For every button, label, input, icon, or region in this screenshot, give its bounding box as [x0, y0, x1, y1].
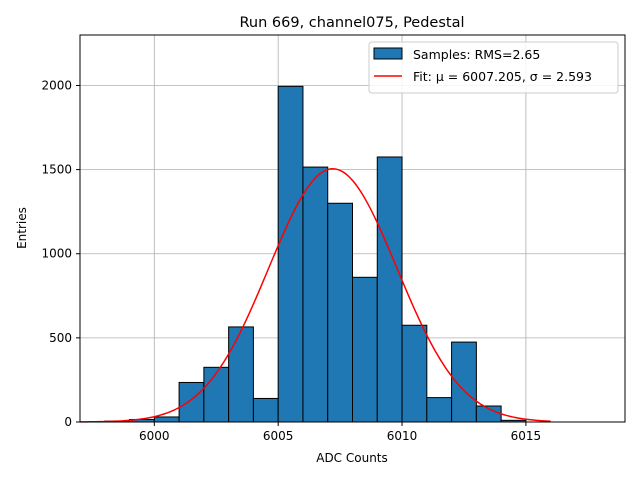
histogram-bar: [228, 326, 254, 423]
histogram-bar: [401, 324, 428, 423]
histogram-bar: [376, 156, 403, 423]
legend-samples-label: Samples: RMS=2.65: [413, 47, 540, 62]
x-axis-label: ADC Counts: [316, 451, 388, 465]
histogram-bar: [277, 85, 304, 423]
plot-frame: [79, 34, 626, 423]
histogram-bar: [352, 276, 378, 423]
y-tick-label: 500: [49, 331, 72, 345]
x-tick-label: 6005: [263, 429, 294, 443]
histogram-bar: [302, 166, 329, 423]
x-axis-ticks: 6000 6005 6010 6015: [139, 422, 541, 443]
histogram-bar: [327, 202, 353, 423]
legend-samples-patch: [373, 47, 403, 60]
x-tick-label: 6015: [511, 429, 542, 443]
y-axis-ticks: 0 500 1000 1500 2000: [41, 78, 80, 429]
y-axis-label: Entries: [15, 207, 29, 249]
histogram-bars: [104, 85, 527, 423]
chart-title: Run 669, channel075, Pedestal: [239, 15, 464, 31]
histogram-bar: [203, 366, 230, 423]
gaussian-fit-curve: [79, 168, 551, 423]
histogram-bar: [252, 397, 279, 423]
histogram-bar: [153, 416, 180, 423]
legend-fit-label: Fit: μ = 6007.205, σ = 2.593: [413, 69, 592, 84]
y-tick-label: 1000: [41, 247, 72, 261]
y-tick-label: 0: [64, 415, 72, 429]
y-tick-label: 2000: [41, 78, 72, 92]
x-tick-label: 6010: [387, 429, 418, 443]
x-tick-label: 6000: [139, 429, 170, 443]
histogram-bar: [178, 381, 205, 423]
legend: Samples: RMS=2.65 Fit: μ = 6007.205, σ =…: [368, 41, 619, 94]
legend-box: [368, 41, 619, 94]
histogram-bar: [426, 397, 453, 423]
y-tick-label: 1500: [41, 163, 72, 177]
